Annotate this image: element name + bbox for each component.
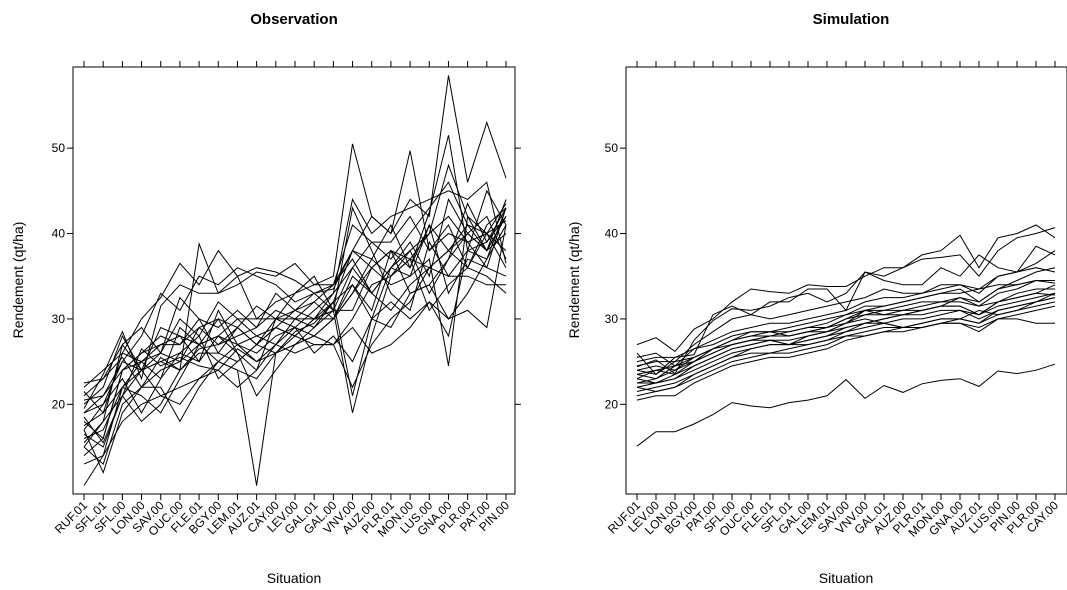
simulation-y-tick-label: 30	[605, 312, 619, 326]
simulation-series-line-8	[636, 279, 1056, 371]
simulation-series-line-20	[636, 292, 1056, 375]
simulation-series-line-2	[636, 224, 1056, 375]
observation-series-line-21	[83, 224, 507, 397]
simulation-title: Simulation	[813, 11, 890, 28]
observation-y-tick-label: 50	[52, 141, 66, 155]
simulation-xlabel: Situation	[819, 570, 873, 586]
observation-series-line-9	[83, 202, 507, 465]
simulation-series-line-18	[636, 297, 1056, 393]
observation-plot-frame	[72, 66, 516, 495]
simulation-panel: Simulation Situation Rendement (qt/ha) R…	[566, 11, 1067, 586]
observation-xlabel: Situation	[267, 570, 321, 586]
observation-series-line-22	[83, 206, 506, 431]
observation-series-line-5	[83, 198, 507, 414]
observation-series-line-13	[83, 203, 507, 409]
observation-series-line-19	[83, 249, 507, 448]
observation-series-line-11	[83, 207, 507, 444]
observation-panel: Observation Situation Rendement (qt/ha) …	[10, 11, 521, 586]
simulation-plot-frame	[625, 66, 1067, 495]
observation-ylabel: Rendement (qt/ha)	[10, 222, 26, 339]
observation-y-tick-label: 30	[52, 312, 66, 326]
observation-series-line-17	[83, 207, 507, 448]
simulation-series-line-12	[637, 301, 1056, 384]
observation-series-line-4	[83, 163, 507, 414]
observation-series-line-18	[83, 223, 507, 388]
simulation-tick-labels: RUF.01LEV.00LON.00BGY.00PAT.00SFL.00OUC.…	[605, 141, 1062, 540]
observation-series-line-20	[83, 215, 507, 414]
observation-series-line-6	[83, 135, 507, 389]
simulation-series-line-17	[636, 267, 1056, 375]
observation-series-line-15	[83, 181, 507, 427]
observation-title: Observation	[250, 11, 338, 28]
simulation-series-line-13	[636, 305, 1056, 401]
simulation-y-tick-label: 50	[605, 141, 619, 155]
simulation-y-tick-label: 20	[605, 397, 619, 411]
observation-y-tick-label: 20	[52, 397, 66, 411]
observation-series	[83, 75, 507, 486]
observation-series-line-10	[83, 215, 507, 474]
simulation-y-tick-label: 40	[605, 227, 619, 241]
simulation-ticks	[620, 61, 1056, 500]
simulation-series	[636, 224, 1056, 447]
simulation-series-line-5	[636, 267, 1056, 367]
observation-y-tick-label: 40	[52, 227, 66, 241]
simulation-series-line-19	[636, 250, 1056, 363]
simulation-ylabel: Rendement (qt/ha)	[566, 222, 582, 339]
simulation-series-line-1	[636, 363, 1056, 447]
simulation-series-line-6	[636, 280, 1055, 380]
simulation-series-line-3	[636, 227, 1056, 353]
observation-ticks	[67, 61, 521, 500]
observation-series-line-3	[83, 143, 507, 440]
